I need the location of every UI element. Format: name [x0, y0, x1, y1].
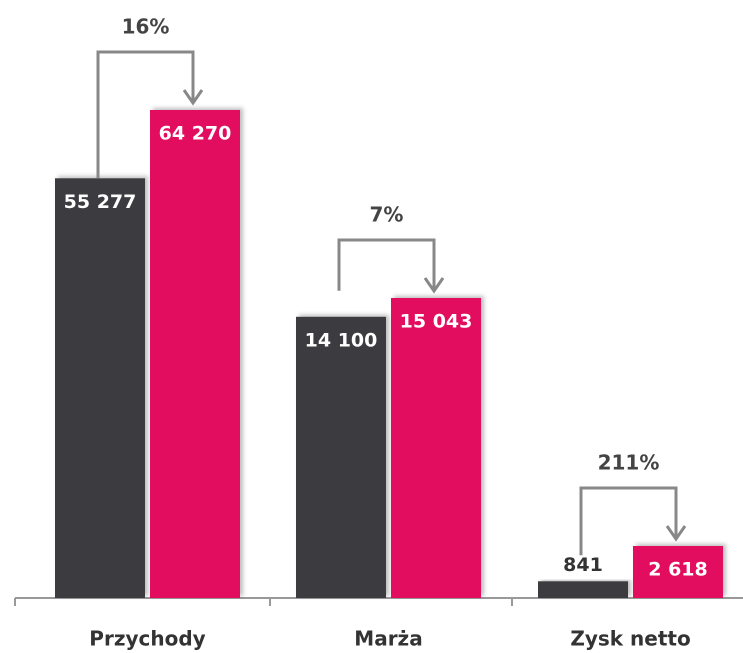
value-label: 14 100	[305, 329, 378, 351]
category-label: Przychody	[89, 627, 205, 651]
value-label: 15 043	[400, 311, 473, 333]
value-label: 841	[563, 554, 603, 576]
bar	[150, 110, 240, 598]
value-label: 2 618	[648, 559, 708, 581]
category-label: Zysk netto	[570, 627, 690, 651]
arrow-head	[182, 89, 204, 106]
change-label: 211%	[598, 451, 660, 475]
arrow-head	[423, 277, 445, 294]
bar	[538, 581, 628, 598]
change-arrow	[337, 238, 436, 291]
category-label: Marża	[354, 627, 422, 651]
bar	[296, 316, 386, 598]
bar	[633, 546, 723, 598]
change-arrow	[96, 50, 195, 179]
value-label: 55 277	[64, 191, 137, 213]
bar	[391, 298, 481, 598]
value-label: 64 270	[159, 123, 232, 145]
change-label: 7%	[370, 203, 404, 227]
change-arrow	[579, 486, 678, 556]
change-label: 16%	[122, 15, 170, 39]
bar	[55, 178, 145, 598]
arrow-head	[665, 525, 687, 542]
